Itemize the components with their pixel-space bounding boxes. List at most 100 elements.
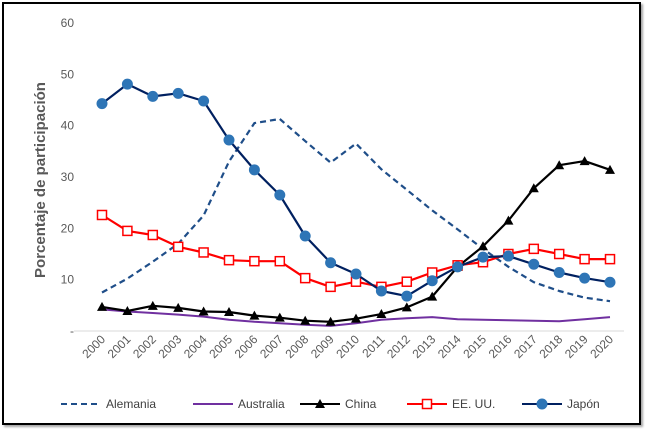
data-point-triangle: [274, 312, 285, 322]
data-point-triangle: [325, 316, 336, 326]
x-tick-label: 2011: [359, 332, 387, 360]
x-tick-label: 2019: [562, 332, 591, 361]
y-tick-label: 40: [61, 119, 75, 133]
data-point-triangle: [147, 300, 158, 310]
x-tick-label: 2009: [308, 332, 337, 361]
x-tick-label: 2020: [587, 332, 616, 361]
data-point-triangle: [478, 241, 488, 251]
y-tick-label: 60: [61, 16, 75, 30]
data-point-square: [198, 247, 209, 258]
data-point-square: [249, 255, 260, 267]
x-tick-label: 2004: [181, 332, 210, 361]
data-point-triangle: [198, 306, 209, 316]
data-point-circle: [248, 164, 260, 176]
x-tick-label: 2017: [511, 332, 540, 361]
data-point-circle: [502, 250, 514, 262]
data-point-square: [147, 229, 159, 241]
data-point-triangle: [376, 309, 387, 319]
x-tick-label: 2015: [460, 332, 489, 361]
data-point-circle: [274, 189, 286, 201]
series-ee-uu-: [96, 209, 616, 293]
data-point-triangle: [579, 156, 590, 166]
series-jap-n: [96, 78, 616, 302]
data-point-square: [421, 398, 433, 410]
data-point-circle: [477, 251, 489, 263]
data-point-triangle: [315, 399, 325, 408]
data-point-square: [223, 254, 235, 266]
data-point-square: [122, 225, 133, 237]
x-tick-label: 2010: [333, 332, 362, 361]
data-point-triangle: [351, 313, 361, 323]
data-point-square: [299, 272, 311, 284]
y-tick-label: 20: [61, 221, 75, 235]
data-point-triangle: [401, 302, 412, 312]
data-point-square: [96, 209, 108, 221]
x-tick-label: 2018: [537, 332, 566, 361]
data-point-circle: [147, 90, 159, 102]
series-group: [96, 78, 616, 327]
data-point-triangle: [528, 183, 539, 193]
data-point-circle: [401, 290, 413, 302]
data-point-triangle: [224, 307, 234, 317]
data-point-circle: [579, 272, 591, 284]
series-australia: [101, 308, 611, 327]
legend-label: China: [345, 397, 377, 411]
data-point-square: [325, 281, 336, 293]
data-point-circle: [223, 134, 235, 146]
data-point-triangle: [300, 315, 311, 325]
x-tick-label: 2001: [105, 332, 134, 361]
x-tick-label: 2002: [130, 332, 159, 361]
y-tick-label: 50: [61, 67, 75, 81]
data-point-circle: [604, 276, 616, 288]
series-alemania: [101, 117, 611, 303]
data-point-circle: [375, 285, 387, 297]
line-chart: Porcentaje de participación - 10 20 30 40 50 6…: [32, 16, 624, 411]
x-tick-label: 2008: [283, 332, 312, 361]
data-point-circle: [452, 261, 464, 273]
legend-label: Japón: [567, 397, 600, 411]
data-point-circle: [426, 275, 438, 287]
data-point-circle: [553, 266, 565, 278]
data-point-square: [172, 241, 184, 253]
data-point-circle: [528, 258, 540, 270]
x-tick-label: 2013: [410, 332, 439, 361]
data-point-square: [579, 253, 590, 265]
data-point-circle: [96, 98, 108, 110]
data-point-triangle: [605, 164, 615, 174]
data-point-triangle: [427, 291, 438, 301]
legend-item: Japón: [522, 397, 600, 411]
x-tick-label: 2014: [435, 332, 464, 361]
x-tick-label: 2006: [232, 332, 261, 361]
data-point-circle: [325, 257, 337, 269]
data-point-triangle: [122, 305, 133, 315]
y-tick-label: 10: [61, 273, 75, 287]
data-point-circle: [299, 230, 311, 242]
data-point-triangle: [503, 215, 514, 225]
series-china: [97, 156, 615, 326]
y-tick-label: 30: [61, 170, 75, 184]
legend-item: Australia: [193, 397, 285, 411]
legend-item: Alemania: [61, 397, 156, 411]
series-line: [101, 308, 611, 327]
legend-item: EE. UU.: [407, 397, 495, 411]
data-point-circle: [172, 87, 184, 99]
data-point-circle: [198, 95, 210, 107]
x-tick-label: 2000: [79, 332, 108, 361]
data-point-triangle: [554, 160, 565, 170]
x-tick-label: 2012: [384, 332, 413, 361]
chart-frame: Porcentaje de participación - 10 20 30 40 50 6…: [2, 2, 641, 425]
x-tick-label: 2003: [156, 332, 185, 361]
legend-label: Australia: [238, 397, 285, 411]
y-tick-label: -: [70, 324, 74, 338]
legend-label: Alemania: [106, 397, 156, 411]
data-point-square: [604, 253, 616, 265]
data-point-square: [553, 248, 565, 260]
series-line: [101, 117, 611, 303]
data-point-circle: [536, 398, 548, 410]
data-point-triangle: [249, 310, 260, 320]
legend-label: EE. UU.: [452, 397, 495, 411]
data-point-square: [401, 276, 413, 287]
data-point-square: [274, 255, 286, 267]
data-point-square: [528, 243, 540, 255]
x-tick-labels: 2000200120022003200420052006200720082009…: [79, 332, 616, 361]
